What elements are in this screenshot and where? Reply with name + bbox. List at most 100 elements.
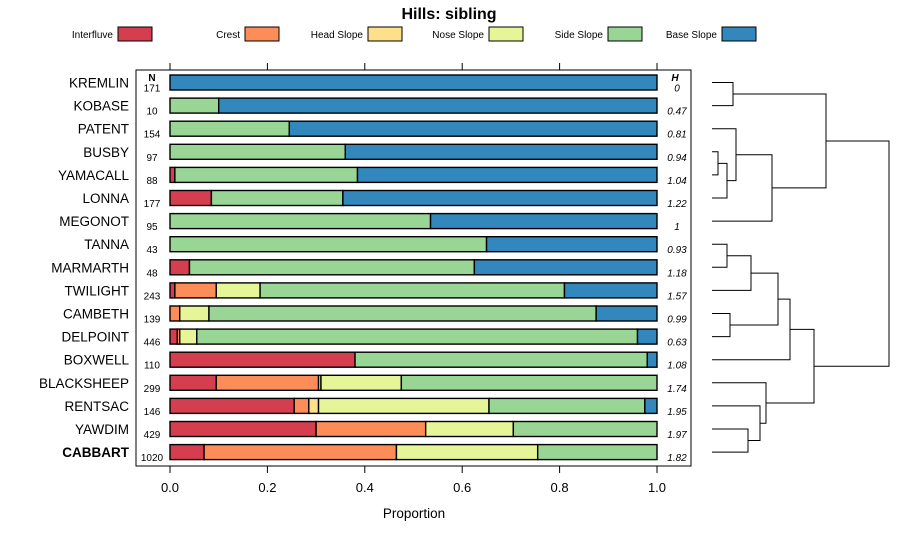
- bar-segment-nose-slope: [215, 282, 261, 299]
- row-label: KOBASE: [73, 99, 129, 114]
- h-value: 1.04: [667, 176, 687, 187]
- row-label: KREMLIN: [69, 76, 129, 91]
- bar-segment-base-slope: [473, 259, 658, 276]
- bar-segment-interfluve: [169, 282, 176, 299]
- n-value: 88: [146, 176, 158, 187]
- n-value: 171: [144, 84, 161, 95]
- row-label: TANNA: [84, 237, 129, 252]
- bar-segment-crest: [215, 374, 320, 391]
- n-column-header: N: [148, 73, 155, 84]
- row-label: BUSBY: [83, 145, 129, 160]
- h-value: 1.82: [667, 453, 687, 464]
- bar-segment-side-slope: [188, 259, 476, 276]
- bar-row-marmarth: MARMARTH 48 1.18: [51, 259, 687, 279]
- n-value: 10: [146, 107, 158, 118]
- row-label: DELPOINT: [61, 330, 129, 345]
- n-value: 429: [144, 430, 161, 441]
- h-value: 1: [674, 222, 680, 233]
- n-value: 446: [144, 338, 161, 349]
- bar-segment-side-slope: [488, 397, 646, 415]
- bar-segment-interfluve: [169, 259, 191, 276]
- bar-segment-side-slope: [169, 235, 488, 253]
- row-label: RENTSAC: [64, 399, 129, 414]
- h-value: 1.08: [667, 361, 687, 372]
- row-label: MEGONOT: [59, 214, 129, 229]
- h-value: 1.74: [667, 384, 687, 395]
- bar-segment-side-slope: [512, 420, 658, 438]
- row-label: BOXWELL: [64, 353, 130, 368]
- h-value: 0.81: [667, 130, 686, 141]
- bar-segment-crest: [293, 397, 310, 415]
- n-value: 243: [144, 291, 161, 302]
- bar-row-boxwell: BOXWELL 110 1.08: [64, 351, 687, 372]
- n-value: 48: [146, 268, 158, 279]
- bar-segment-crest: [169, 305, 181, 322]
- bar-segment-nose-slope: [320, 374, 403, 391]
- legend-swatch-side-slope: [607, 26, 643, 42]
- bar-segment-side-slope: [208, 305, 597, 322]
- dendrogram-link: [733, 93, 827, 189]
- bar-rows: KREMLIN 171 0 KOBASE 10 0.47 PATENT 154 0.81 BUSB…: [39, 74, 687, 464]
- bar-row-lonna: LONNA 177 1.22: [82, 189, 687, 210]
- n-value: 95: [146, 222, 158, 233]
- bar-segment-interfluve: [169, 328, 179, 345]
- h-value: 0: [674, 84, 680, 95]
- legend-swatch-crest: [244, 26, 280, 42]
- dendrogram-link: [712, 243, 728, 268]
- h-value: 0.47: [667, 107, 687, 118]
- bar-row-tanna: TANNA 43 0.93: [84, 235, 687, 256]
- n-value: 154: [144, 130, 161, 141]
- dendrogram-link: [814, 140, 890, 367]
- bar-segment-crest: [174, 282, 217, 299]
- bar-row-twilight: TWILIGHT 243 1.57: [65, 282, 687, 302]
- h-value: 0.94: [667, 153, 687, 164]
- h-value: 1.97: [667, 430, 687, 441]
- dendrogram-link: [712, 151, 719, 176]
- bar-segment-interfluve: [169, 166, 176, 184]
- row-label: MARMARTH: [51, 260, 129, 275]
- bar-segment-base-slope: [217, 97, 658, 114]
- dendrogram-link: [712, 382, 767, 424]
- bar-segment-side-slope: [169, 120, 291, 137]
- bar-segment-side-slope: [354, 351, 648, 368]
- row-label: LONNA: [82, 191, 129, 206]
- bar-segment-nose-slope: [395, 443, 539, 461]
- dendrogram-link: [712, 128, 737, 182]
- x-tick-label: 0.4: [356, 480, 374, 495]
- h-column-header: H: [671, 73, 679, 84]
- h-value: 1.95: [667, 407, 687, 418]
- bar-segment-side-slope: [196, 328, 639, 345]
- dendrogram-link: [712, 82, 734, 107]
- bar-row-kremlin: KREMLIN 171 0: [69, 74, 680, 95]
- bar-segment-nose-slope: [179, 328, 198, 345]
- row-label: PATENT: [78, 122, 129, 137]
- bar-segment-interfluve: [169, 351, 356, 368]
- legend-label-crest: Crest: [216, 30, 240, 41]
- h-value: 1.22: [667, 199, 687, 210]
- bar-row-blacksheep: BLACKSHEEP 299 1.74: [39, 374, 687, 395]
- legend-swatch-interfluve: [117, 26, 153, 42]
- bar-segment-side-slope: [400, 374, 658, 391]
- n-value: 110: [144, 361, 160, 372]
- h-value: 0.99: [667, 315, 687, 326]
- h-value: 0.93: [667, 245, 687, 256]
- bar-segment-base-slope: [636, 328, 658, 345]
- bar-row-yawdim: YAWDIM 429 1.97: [75, 420, 687, 441]
- bar-segment-crest: [203, 443, 398, 461]
- bar-segment-side-slope: [169, 212, 432, 230]
- bar-row-kobase: KOBASE 10 0.47: [73, 97, 687, 118]
- bar-segment-interfluve: [169, 443, 205, 461]
- bar-segment-interfluve: [169, 374, 217, 391]
- bar-segment-base-slope: [563, 282, 658, 299]
- row-label: YAWDIM: [75, 422, 129, 437]
- row-label: CABBART: [62, 445, 129, 460]
- bar-segment-base-slope: [429, 212, 658, 230]
- plot-frame: [135, 69, 692, 467]
- dendrogram-link: [730, 272, 779, 326]
- bar-segment-nose-slope: [424, 420, 515, 438]
- legend-label-interfluve: Interfluve: [72, 30, 114, 41]
- bar-segment-side-slope: [210, 189, 344, 207]
- row-label: YAMACALL: [58, 168, 130, 183]
- dendrogram-link: [712, 154, 773, 222]
